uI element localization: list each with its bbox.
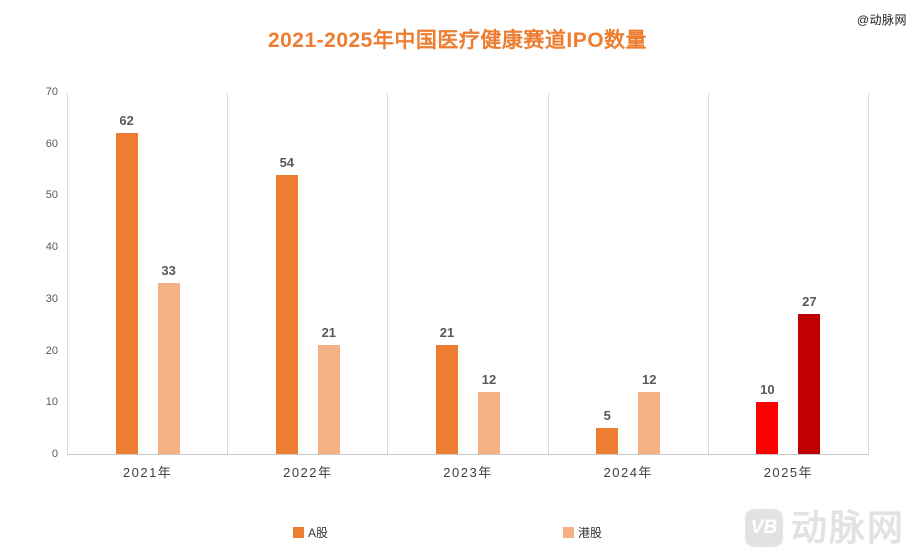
category-column-2025年: 10 27 2025年	[709, 93, 868, 480]
data-label-港股-2022年: 21	[321, 325, 337, 340]
plot-area: 62 33 2021年 54 21 2022年 21 12 2023年 5 12 2024年 10 27 2…	[67, 93, 869, 480]
y-tick-label: 0	[51, 448, 58, 460]
x-category-label: 2024年	[603, 465, 653, 480]
legend-item-港股: 港股	[563, 524, 602, 541]
logo-text: 动脉网	[790, 507, 905, 548]
x-category-label: 2022年	[283, 465, 333, 480]
y-tick-label: 30	[45, 292, 58, 305]
data-label-港股-2023年: 12	[481, 372, 497, 387]
y-tick-label: 60	[45, 137, 58, 150]
y-tick-label: 20	[45, 344, 58, 357]
category-column-2021年: 62 33 2021年	[68, 93, 229, 480]
y-tick-label: 70	[45, 86, 58, 98]
legend-label: 港股	[578, 526, 603, 540]
category-column-2024年: 5 12 2024年	[549, 93, 709, 480]
vb-logo-icon: VB	[744, 509, 783, 547]
y-tick-label: 40	[45, 241, 58, 254]
bar-港股-2022年	[317, 345, 340, 454]
data-label-港股-2021年: 33	[161, 263, 176, 278]
y-tick-label: 50	[45, 189, 58, 202]
data-label-A股-2021年: 62	[119, 113, 134, 128]
data-label-港股-2025年: 27	[802, 294, 817, 309]
legend-swatch-icon	[293, 527, 304, 538]
bar-A股-2022年	[275, 175, 298, 454]
bar-A股-2024年	[596, 428, 619, 454]
legend-label: A股	[308, 526, 329, 540]
data-label-A股-2025年: 10	[760, 382, 775, 397]
category-column-2022年: 54 21 2022年	[228, 93, 389, 480]
vbdata-logo: VB 动脉网	[744, 507, 905, 548]
watermark-top: @动脉网	[856, 13, 907, 27]
data-label-A股-2023年: 21	[439, 325, 455, 340]
bar-港股-2025年	[798, 314, 821, 454]
x-category-label: 2025年	[763, 465, 814, 480]
data-label-A股-2022年: 54	[279, 155, 295, 170]
y-tick-label: 10	[45, 396, 58, 409]
data-label-A股-2024年: 5	[603, 408, 611, 423]
bar-A股-2023年	[436, 345, 458, 454]
bar-港股-2024年	[638, 392, 661, 454]
bar-港股-2023年	[478, 392, 500, 454]
category-column-2023年: 21 12 2023年	[388, 93, 549, 480]
bar-港股-2021年	[157, 283, 180, 454]
bar-A股-2025年	[756, 402, 779, 454]
x-category-label: 2021年	[122, 465, 173, 480]
legend-item-A股: A股	[293, 524, 328, 541]
data-label-港股-2024年: 12	[641, 372, 657, 387]
bar-A股-2021年	[115, 133, 138, 454]
legend: A股 港股	[0, 524, 915, 544]
chart-title: 2021-2025年中国医疗健康赛道IPO数量	[267, 29, 648, 52]
x-category-label: 2023年	[443, 465, 493, 480]
legend-swatch-icon	[563, 527, 574, 538]
